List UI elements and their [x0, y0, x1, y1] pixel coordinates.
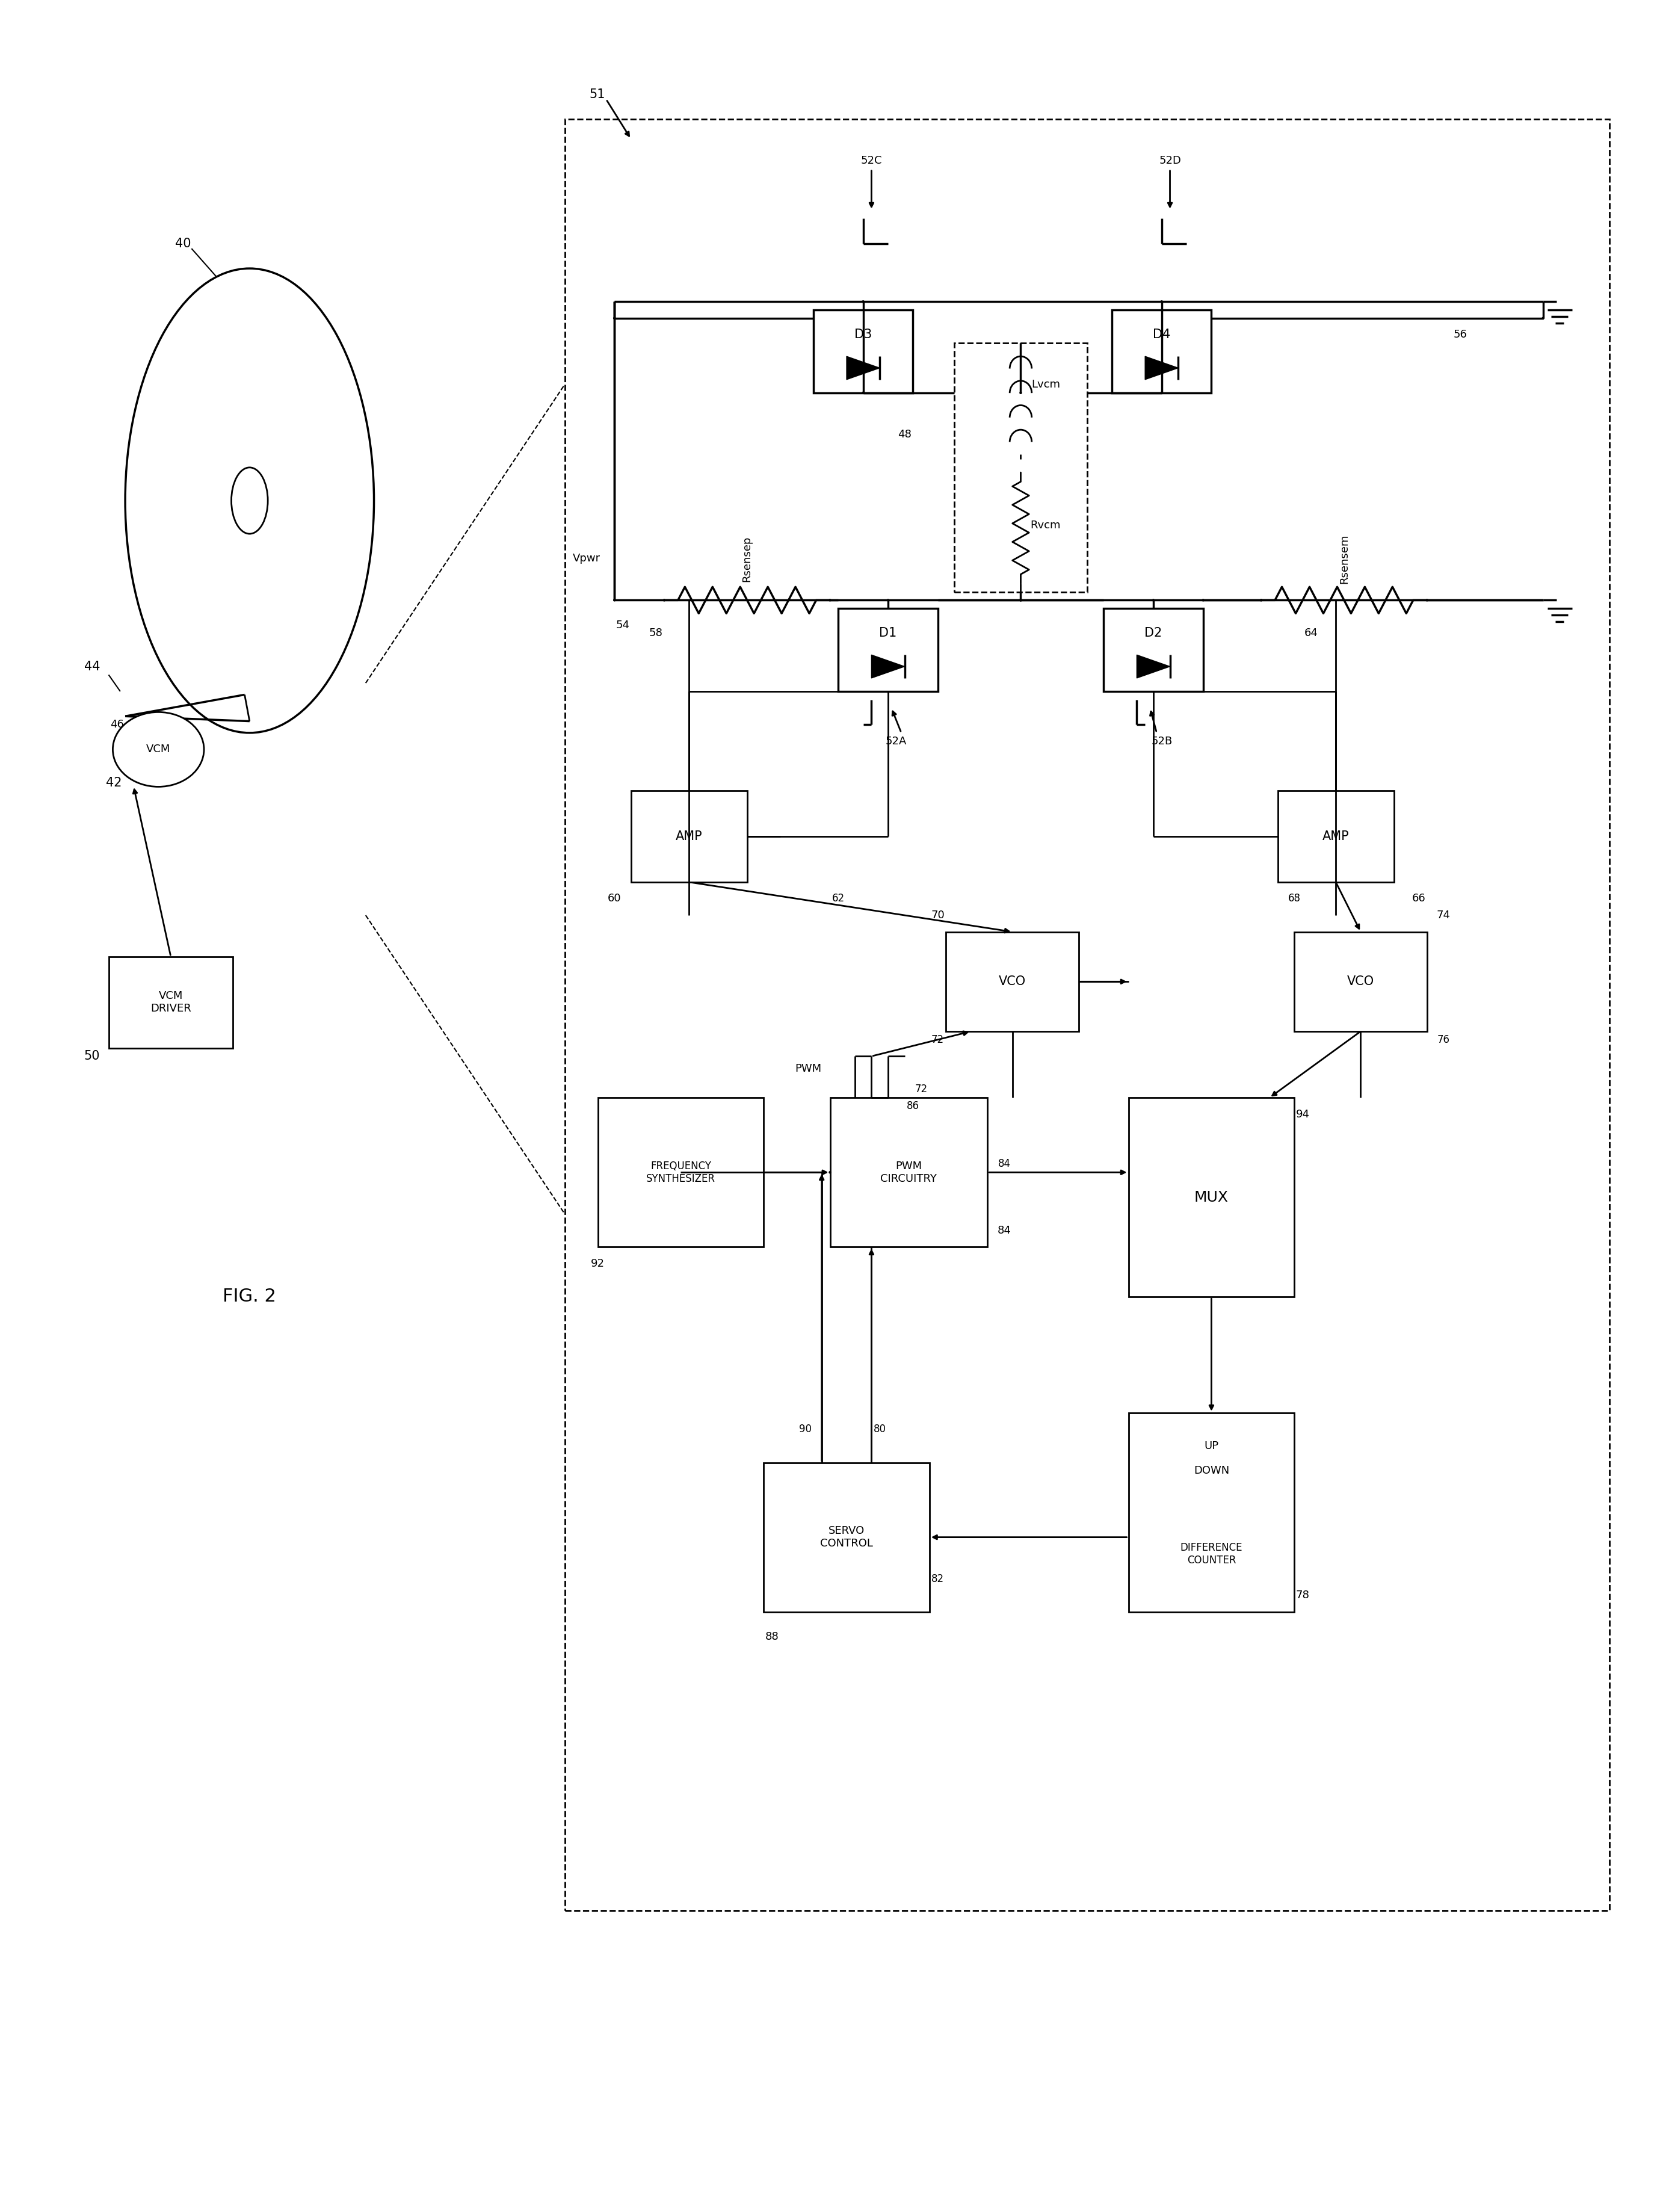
Text: PWM: PWM: [795, 1064, 822, 1075]
Text: Rsensep: Rsensep: [742, 535, 752, 582]
Text: 70: 70: [931, 909, 945, 920]
Ellipse shape: [113, 712, 204, 787]
Bar: [564, 119, 1610, 1911]
Polygon shape: [847, 356, 880, 380]
Text: 92: 92: [591, 1259, 604, 1270]
Text: VCO: VCO: [1348, 975, 1374, 987]
Text: 58: 58: [649, 628, 662, 639]
Bar: [838, 608, 938, 692]
Text: 72: 72: [931, 1035, 945, 1044]
Text: Lvcm: Lvcm: [1031, 378, 1061, 389]
Text: 62: 62: [832, 894, 845, 905]
Polygon shape: [1145, 356, 1179, 380]
Text: FREQUENCY
SYNTHESIZER: FREQUENCY SYNTHESIZER: [646, 1161, 715, 1183]
Text: 84: 84: [998, 1159, 1011, 1170]
Text: D4: D4: [1152, 330, 1170, 341]
Text: 52A: 52A: [886, 737, 906, 745]
Bar: [1104, 608, 1204, 692]
Ellipse shape: [124, 268, 374, 732]
Text: 72: 72: [915, 1084, 928, 1095]
Text: 86: 86: [906, 1102, 920, 1110]
Text: 90: 90: [798, 1425, 812, 1436]
Text: FIG. 2: FIG. 2: [222, 1287, 276, 1305]
Text: Rvcm: Rvcm: [1031, 520, 1061, 531]
Text: D2: D2: [1145, 628, 1162, 639]
Ellipse shape: [231, 467, 267, 533]
Bar: [1112, 310, 1212, 394]
Bar: [946, 931, 1079, 1031]
Text: 44: 44: [85, 661, 100, 672]
Text: Vpwr: Vpwr: [573, 553, 601, 564]
Text: 42: 42: [106, 776, 121, 790]
Bar: [764, 1462, 930, 1613]
Text: 54: 54: [616, 619, 629, 630]
Text: VCO: VCO: [999, 975, 1026, 987]
Polygon shape: [872, 655, 905, 679]
Text: SERVO
CONTROL: SERVO CONTROL: [820, 1526, 873, 1548]
Text: 60: 60: [608, 894, 621, 905]
Text: 40: 40: [174, 237, 191, 250]
Text: 46: 46: [110, 719, 124, 730]
Bar: [954, 343, 1087, 593]
Bar: [1129, 1097, 1295, 1296]
Text: 56: 56: [1452, 330, 1467, 341]
Bar: [598, 1097, 764, 1248]
Bar: [1295, 931, 1428, 1031]
Text: 94: 94: [1296, 1108, 1310, 1119]
Text: VCM
DRIVER: VCM DRIVER: [151, 991, 191, 1013]
Text: 78: 78: [1296, 1590, 1310, 1601]
Text: PWM
CIRCUITRY: PWM CIRCUITRY: [880, 1161, 936, 1183]
Text: D3: D3: [855, 330, 871, 341]
Text: 64: 64: [1305, 628, 1318, 639]
Text: 74: 74: [1436, 909, 1451, 920]
Text: 50: 50: [85, 1051, 100, 1062]
Text: D1: D1: [880, 628, 896, 639]
Text: 52B: 52B: [1150, 737, 1172, 745]
Text: 82: 82: [931, 1573, 945, 1584]
Bar: [830, 1097, 988, 1248]
Bar: [108, 958, 232, 1048]
Text: Rsensem: Rsensem: [1338, 533, 1350, 584]
Text: 52C: 52C: [862, 155, 881, 166]
Text: UP: UP: [1203, 1440, 1218, 1451]
Text: 51: 51: [589, 88, 606, 100]
Text: 48: 48: [898, 429, 911, 440]
Text: DIFFERENCE
COUNTER: DIFFERENCE COUNTER: [1180, 1542, 1243, 1566]
Bar: [631, 792, 747, 883]
Bar: [1129, 1413, 1295, 1613]
Text: 84: 84: [998, 1225, 1011, 1237]
Text: AMP: AMP: [676, 830, 702, 843]
Text: 80: 80: [873, 1425, 886, 1436]
Bar: [813, 310, 913, 394]
Text: 66: 66: [1413, 894, 1426, 905]
Text: 68: 68: [1288, 894, 1301, 905]
Text: 52D: 52D: [1159, 155, 1180, 166]
Text: 76: 76: [1438, 1035, 1449, 1044]
Text: 88: 88: [765, 1630, 779, 1641]
Text: VCM: VCM: [146, 743, 171, 754]
Text: DOWN: DOWN: [1194, 1467, 1230, 1475]
Text: MUX: MUX: [1194, 1190, 1228, 1206]
Bar: [1278, 792, 1394, 883]
Polygon shape: [1137, 655, 1170, 679]
Text: AMP: AMP: [1323, 830, 1350, 843]
